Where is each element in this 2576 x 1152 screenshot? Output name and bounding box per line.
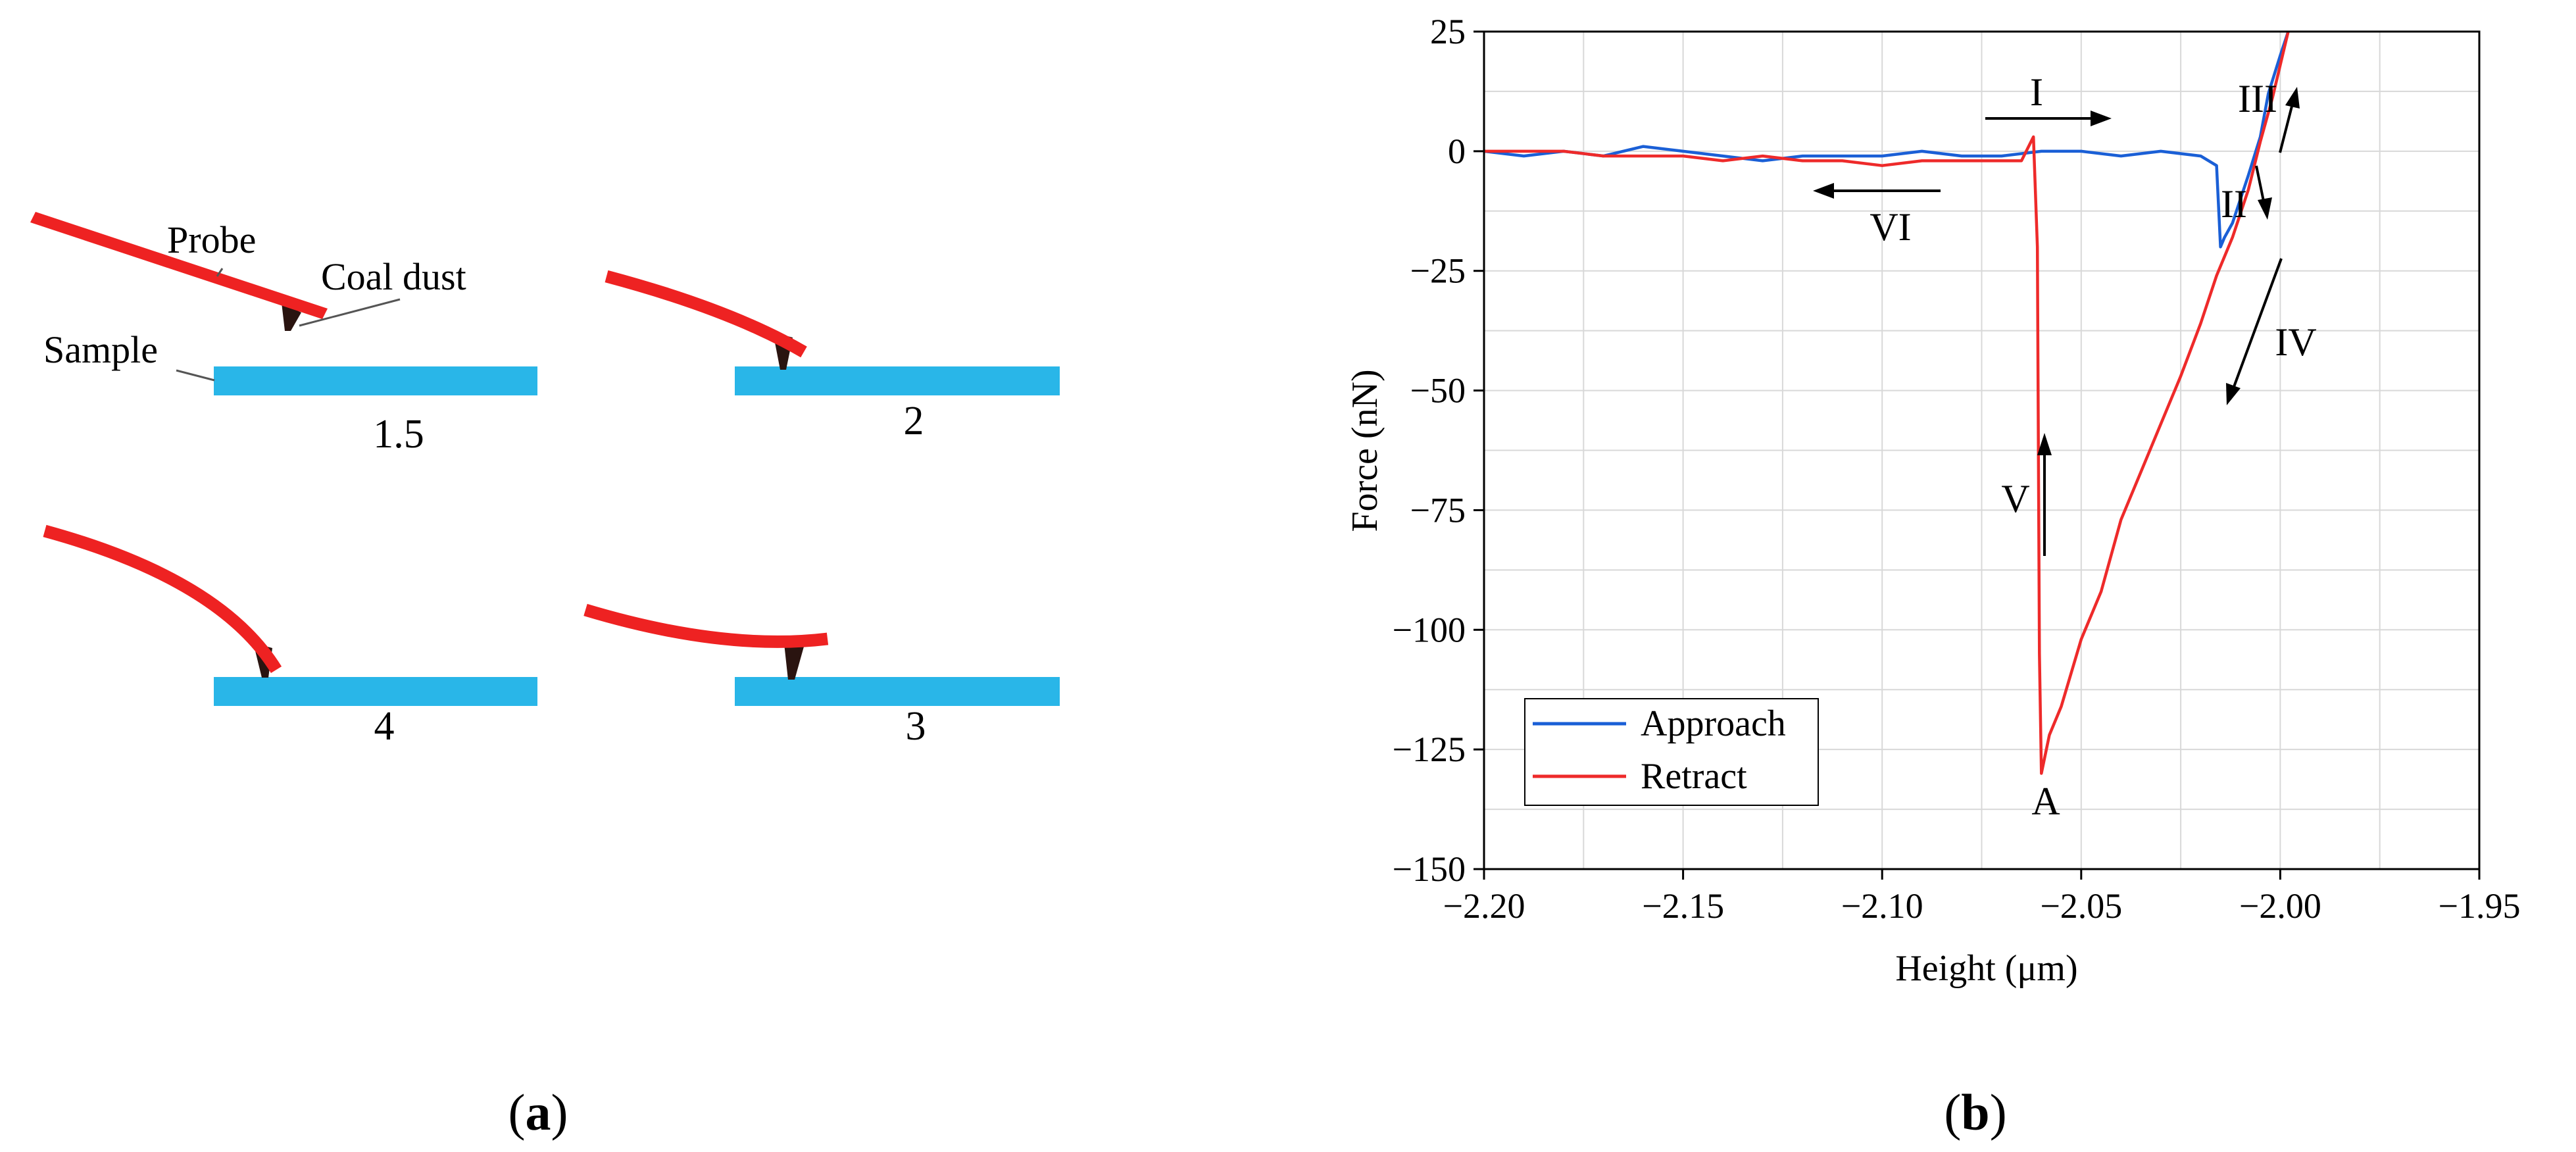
stage-label-2: 2 <box>904 399 924 443</box>
y-tick-label: −75 <box>1410 490 1466 530</box>
coal-dust-annotation: Coal dust <box>321 255 466 298</box>
arrow-V <box>2037 433 2052 556</box>
coal-dust-leader-line <box>299 298 401 327</box>
y-axis-label: Force (nN) <box>1345 369 1385 532</box>
probe-cantilever <box>30 212 328 319</box>
x-tick-label: −1.95 <box>2439 886 2521 926</box>
label-IV: IV <box>2275 320 2316 364</box>
x-tick-label: −2.00 <box>2239 886 2321 926</box>
chart-series <box>1483 31 2290 775</box>
plot-frame <box>1483 30 2481 870</box>
legend-box <box>1524 698 1819 806</box>
sample-leader-line <box>176 369 215 382</box>
sample-bar <box>735 677 1060 706</box>
y-tick-label: −150 <box>1393 849 1466 889</box>
series-line-approach <box>1483 31 2290 249</box>
probe-annotation: Probe <box>167 218 256 261</box>
panel-a-label: (a) <box>508 1084 568 1141</box>
probe-cantilever <box>605 270 807 358</box>
arrow-VI <box>1813 183 1941 199</box>
sample-bar <box>214 366 537 395</box>
arrow-IV <box>2226 258 2283 405</box>
y-tick-label: −25 <box>1410 251 1466 291</box>
stage-2-illustration <box>605 270 1060 395</box>
chart-legend: Approach Retract <box>1524 698 1819 806</box>
stage-1-5-illustration: Probe Coal dust Sample 1.5 <box>30 212 537 457</box>
y-tick-label: 0 <box>1448 132 1466 171</box>
stage-4-illustration <box>43 524 537 706</box>
stage-3-illustration <box>583 603 1060 706</box>
x-tick-label: −2.10 <box>1841 886 1923 926</box>
arrow-I <box>1985 111 2112 126</box>
probe-cantilever <box>43 524 282 673</box>
legend-label-retract: Retract <box>1641 756 1747 797</box>
panel-b-label: (b) <box>1944 1084 2006 1141</box>
panel-b-label-close: ) <box>1990 1084 2007 1141</box>
x-tick-label: −2.05 <box>2040 886 2122 926</box>
y-tick-label: −125 <box>1393 730 1466 769</box>
probe-leader-line <box>216 268 224 277</box>
sample-bar <box>214 677 537 706</box>
series-line-retract <box>1484 31 2290 775</box>
sample-annotation: Sample <box>43 328 158 371</box>
coal-dust-particle <box>784 643 804 680</box>
label-III: III <box>2238 77 2277 120</box>
process-annotations: I VI II III IV <box>1813 70 2317 823</box>
arrow-III <box>2279 87 2300 153</box>
legend-label-approach: Approach <box>1641 703 1786 744</box>
label-VI: VI <box>1870 205 1911 249</box>
panel-b: −2.20 −2.15 −2.10 −2.05 −2.00 −1.95 25 0 −25 −50 −… <box>1345 12 2520 1141</box>
panel-a: Probe Coal dust Sample 1.5 2 4 3 (a) <box>30 212 1060 1141</box>
label-A: A <box>2031 780 2060 823</box>
y-tick-label: 25 <box>1430 12 1466 51</box>
x-axis-label: Height (μm) <box>1895 948 2077 989</box>
coal-dust-particle <box>282 303 301 331</box>
sample-bar <box>735 366 1060 395</box>
stage-label-1-5: 1.5 <box>373 412 424 457</box>
x-tick-label: −2.20 <box>1443 886 1525 926</box>
panel-a-label-open: ( <box>508 1084 526 1141</box>
panel-a-label-close: ) <box>551 1084 568 1141</box>
label-II: II <box>2221 182 2247 226</box>
chart-ticks: −2.20 −2.15 −2.10 −2.05 −2.00 −1.95 25 0 −25 −50 −… <box>1393 12 2521 926</box>
arrow-II <box>2255 165 2272 220</box>
y-tick-label: −100 <box>1393 610 1466 649</box>
x-tick-label: −2.15 <box>1642 886 1724 926</box>
stage-label-3: 3 <box>906 704 926 749</box>
label-V: V <box>2001 477 2029 520</box>
probe-cantilever <box>583 603 829 648</box>
y-tick-label: −50 <box>1410 371 1466 411</box>
stage-label-4: 4 <box>374 704 395 749</box>
panel-a-label-letter: a <box>526 1084 551 1141</box>
panel-b-label-letter: b <box>1961 1084 1989 1141</box>
panel-b-label-open: ( <box>1944 1084 1961 1141</box>
label-I: I <box>2030 70 2043 114</box>
